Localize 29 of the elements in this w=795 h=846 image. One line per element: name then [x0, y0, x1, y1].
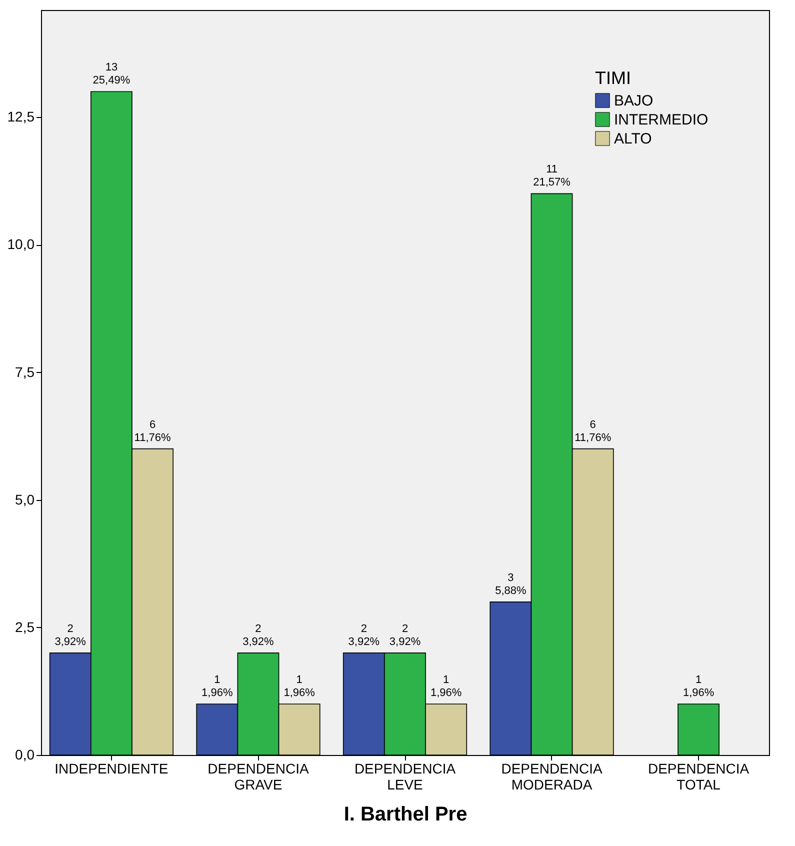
legend-label: ALTO: [614, 130, 652, 148]
x-tick-label: DEPENDENCIA MODERADA: [501, 760, 603, 792]
legend-label: BAJO: [614, 92, 654, 110]
data-label: 1 1,96%: [682, 674, 714, 699]
legend-label: INTERMEDIO: [614, 112, 708, 128]
x-tick-label: DEPENDENCIA LEVE: [354, 760, 456, 792]
x-tick-label: DEPENDENCIA GRAVE: [208, 760, 310, 792]
y-tick-label: 0,0: [15, 746, 35, 762]
data-label: 13 25,49%: [92, 62, 130, 87]
x-tick-label: INDEPENDIENTE: [54, 760, 168, 776]
data-label: 1 1,96%: [202, 674, 233, 699]
data-label: 1 1,96%: [430, 674, 462, 699]
y-tick-label: 12,5: [7, 108, 35, 125]
data-label: 2 3,92%: [389, 622, 421, 648]
legend-title: TIMI: [595, 68, 631, 88]
y-tick-label: 10,0: [7, 236, 35, 252]
data-label: 2 3,92%: [348, 622, 380, 648]
data-label: 2 3,92%: [242, 622, 274, 648]
data-label: 6 11,76%: [134, 418, 172, 444]
y-tick-label: 5,0: [15, 491, 35, 508]
data-label: 11 21,57%: [533, 164, 571, 189]
data-label: 1 1,96%: [284, 674, 316, 699]
data-label: 2 3,92%: [54, 622, 86, 648]
x-axis-title: I. Barthel Pre: [344, 804, 468, 826]
data-label: 6 11,76%: [574, 418, 612, 444]
x-tick-label: DEPENDENCIA TOTAL: [648, 760, 750, 792]
y-tick-label: 7,5: [15, 364, 35, 380]
data-label: 3 5,88%: [495, 572, 526, 597]
y-tick-label: 2,5: [15, 618, 35, 635]
